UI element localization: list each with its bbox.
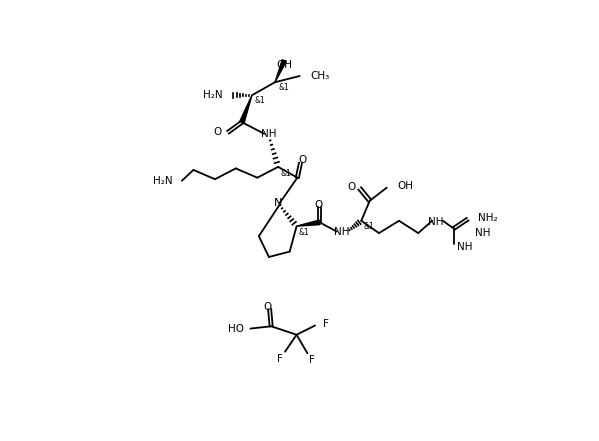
Polygon shape [240, 95, 252, 123]
Text: &1: &1 [280, 168, 291, 178]
Text: CH₃: CH₃ [310, 71, 329, 81]
Text: NH: NH [457, 242, 472, 252]
Text: O: O [214, 127, 222, 137]
Text: &1: &1 [299, 228, 310, 237]
Text: NH: NH [261, 129, 277, 139]
Text: H₂N: H₂N [153, 176, 173, 186]
Polygon shape [297, 220, 320, 226]
Text: N: N [274, 198, 282, 208]
Text: H₂N: H₂N [203, 90, 223, 100]
Text: &1: &1 [278, 83, 289, 92]
Text: NH: NH [334, 227, 349, 236]
Text: NH₂: NH₂ [479, 213, 498, 223]
Text: NH: NH [475, 228, 491, 238]
Text: OH: OH [276, 60, 292, 70]
Text: &1: &1 [364, 222, 374, 232]
Text: O: O [299, 155, 307, 165]
Text: O: O [314, 200, 322, 209]
Text: F: F [277, 354, 283, 364]
Text: &1: &1 [254, 96, 265, 105]
Text: OH: OH [398, 181, 413, 191]
Text: F: F [309, 355, 315, 365]
Text: O: O [263, 302, 271, 312]
Polygon shape [275, 60, 286, 82]
Text: F: F [323, 319, 329, 329]
Text: HO: HO [228, 324, 244, 333]
Text: O: O [347, 182, 356, 192]
Text: NH: NH [428, 217, 444, 227]
